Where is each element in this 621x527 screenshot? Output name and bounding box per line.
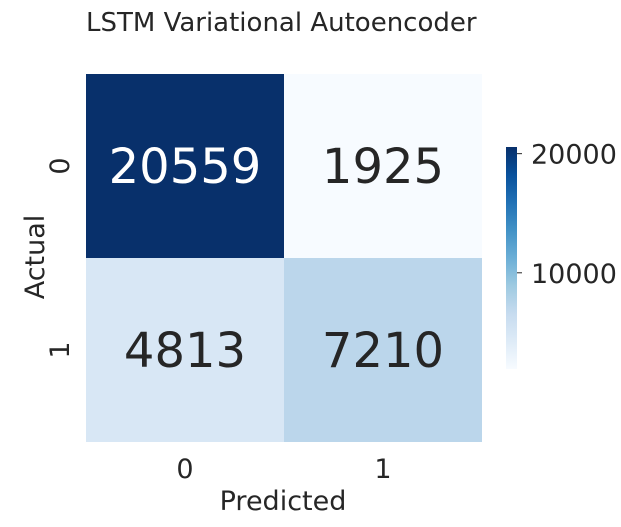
colorbar-ticks: 10000 20000 bbox=[517, 140, 617, 290]
heatmap-cell-labels: 20559 1925 4813 7210 bbox=[109, 139, 444, 379]
colorbar-tick-label: 10000 bbox=[531, 259, 617, 290]
x-axis-label: Predicted bbox=[220, 486, 347, 517]
y-axis-label: Actual bbox=[20, 215, 51, 300]
heatmap-cell bbox=[284, 74, 482, 258]
x-tick-label: 1 bbox=[374, 454, 391, 485]
y-tick-label: 0 bbox=[45, 157, 76, 174]
y-tick-labels: 01 bbox=[45, 157, 76, 358]
y-tick-label: 1 bbox=[45, 341, 76, 358]
cell-value-label: 4813 bbox=[124, 323, 246, 379]
heatmap-cell bbox=[284, 258, 482, 442]
heatmap-cells bbox=[86, 74, 482, 442]
chart-title: LSTM Variational Autoencoder bbox=[86, 8, 477, 38]
colorbar bbox=[506, 147, 517, 369]
cell-value-label: 1925 bbox=[322, 139, 444, 195]
heatmap-cell bbox=[86, 74, 284, 258]
cell-value-label: 20559 bbox=[109, 139, 262, 195]
x-tick-label: 0 bbox=[176, 454, 193, 485]
heatmap-cell bbox=[86, 258, 284, 442]
cell-value-label: 7210 bbox=[322, 323, 444, 379]
colorbar-tick-label: 20000 bbox=[531, 140, 617, 171]
